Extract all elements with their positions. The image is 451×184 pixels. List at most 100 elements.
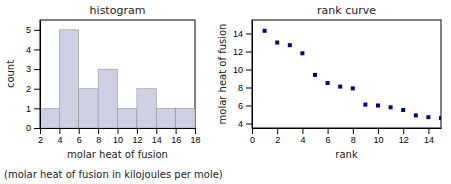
tick-mark bbox=[34, 128, 40, 129]
tick-mark bbox=[378, 128, 379, 134]
bar bbox=[156, 108, 175, 128]
point bbox=[401, 108, 405, 112]
point bbox=[426, 115, 430, 119]
tick-label: 2 bbox=[38, 135, 43, 145]
y-axis-title: molar heat of fusion bbox=[217, 24, 228, 125]
tick-label: 1 bbox=[26, 104, 31, 114]
tick-label: 6 bbox=[77, 135, 82, 145]
tick: 16 bbox=[171, 128, 181, 145]
tick-label: 14 bbox=[424, 135, 434, 145]
tick: 2 bbox=[275, 128, 280, 145]
tick: 10 bbox=[113, 128, 123, 145]
tick-label: 4 bbox=[300, 135, 305, 145]
point bbox=[414, 113, 418, 117]
chart: 24681012141618012345histogrammolar heat … bbox=[0, 0, 451, 184]
tick-label: 4 bbox=[57, 135, 62, 145]
tick-mark bbox=[34, 30, 40, 31]
tick-label: 0 bbox=[26, 123, 31, 133]
bar bbox=[59, 30, 78, 128]
tick-mark bbox=[428, 128, 429, 134]
point bbox=[288, 43, 292, 47]
chart-title: histogram bbox=[90, 4, 146, 17]
marks bbox=[263, 29, 441, 120]
axis-line bbox=[252, 21, 253, 129]
x-axis: 0 2 4 6 8 10 12 14 bbox=[250, 128, 442, 145]
tick-label: 12 bbox=[132, 135, 142, 145]
tick: 6 bbox=[77, 128, 82, 145]
bar bbox=[176, 108, 195, 128]
tick-mark bbox=[195, 128, 196, 134]
tick-mark bbox=[403, 128, 404, 134]
y-axis: 0 1 2 3 4 5 bbox=[26, 21, 41, 134]
tick: 2 bbox=[26, 84, 40, 94]
tick-mark bbox=[79, 128, 80, 134]
tick-label: 2 bbox=[275, 135, 280, 145]
tick-label: 18 bbox=[190, 135, 200, 145]
x-axis: 2 4 6 8 10 12 14 16 18 bbox=[38, 128, 201, 145]
point bbox=[376, 104, 380, 108]
tick-mark bbox=[246, 52, 252, 53]
tick: 12 bbox=[399, 128, 409, 145]
tick-label: 10 bbox=[233, 65, 243, 75]
tick: 4 bbox=[26, 45, 40, 55]
bar bbox=[137, 89, 156, 128]
tick-label: 8 bbox=[238, 83, 243, 93]
tick-label: 3 bbox=[26, 64, 31, 74]
tick: 0 bbox=[250, 128, 255, 145]
tick-label: 6 bbox=[326, 135, 331, 145]
tick: 8 bbox=[96, 128, 101, 145]
tick: 1 bbox=[26, 104, 40, 114]
tick-label: 4 bbox=[26, 45, 31, 55]
point bbox=[363, 103, 367, 107]
tick: 5 bbox=[26, 25, 40, 35]
tick-label: 12 bbox=[399, 135, 409, 145]
tick: 8 bbox=[238, 83, 252, 93]
panel: 02468101214468101214rank curverankmolar … bbox=[217, 4, 443, 160]
tick-mark bbox=[353, 128, 354, 134]
tick-mark bbox=[246, 70, 252, 71]
tick: 4 bbox=[57, 128, 62, 145]
tick-mark bbox=[176, 128, 177, 134]
bar bbox=[98, 69, 117, 128]
chart-title: rank curve bbox=[317, 4, 376, 17]
tick-mark bbox=[246, 106, 252, 107]
tick-mark bbox=[59, 128, 60, 134]
point bbox=[300, 51, 304, 55]
point bbox=[326, 81, 330, 85]
tick-label: 8 bbox=[96, 135, 101, 145]
tick-mark bbox=[34, 108, 40, 109]
tick-mark bbox=[34, 69, 40, 70]
plot-frame bbox=[40, 20, 195, 128]
tick-label: 10 bbox=[113, 135, 123, 145]
tick-mark bbox=[328, 128, 329, 134]
tick-mark bbox=[156, 128, 157, 134]
tick-mark bbox=[246, 34, 252, 35]
tick-mark bbox=[302, 128, 303, 134]
point bbox=[338, 85, 342, 89]
tick: 14 bbox=[233, 29, 252, 39]
tick: 18 bbox=[190, 128, 200, 145]
tick-label: 0 bbox=[250, 135, 255, 145]
x-axis-title: molar heat of fusion bbox=[67, 149, 168, 160]
tick: 10 bbox=[373, 128, 383, 145]
tick: 4 bbox=[300, 128, 305, 145]
tick: 0 bbox=[26, 123, 40, 133]
axis-line bbox=[40, 21, 41, 129]
tick-label: 12 bbox=[233, 47, 243, 57]
tick-mark bbox=[277, 128, 278, 134]
point bbox=[313, 73, 317, 77]
caption: (molar heat of fusion in kilojoules per … bbox=[4, 169, 223, 180]
tick-label: 14 bbox=[233, 29, 243, 39]
plot-frame bbox=[252, 20, 441, 128]
tick-label: 5 bbox=[26, 25, 31, 35]
tick-label: 2 bbox=[26, 84, 31, 94]
tick: 3 bbox=[26, 64, 40, 74]
axis-line bbox=[253, 128, 442, 129]
tick-label: 8 bbox=[351, 135, 356, 145]
bar bbox=[118, 108, 137, 128]
tick-mark bbox=[246, 88, 252, 89]
y-axis: 468101214 bbox=[233, 21, 253, 129]
tick: 14 bbox=[152, 128, 162, 145]
tick-mark bbox=[40, 128, 41, 134]
tick: 12 bbox=[132, 128, 142, 145]
